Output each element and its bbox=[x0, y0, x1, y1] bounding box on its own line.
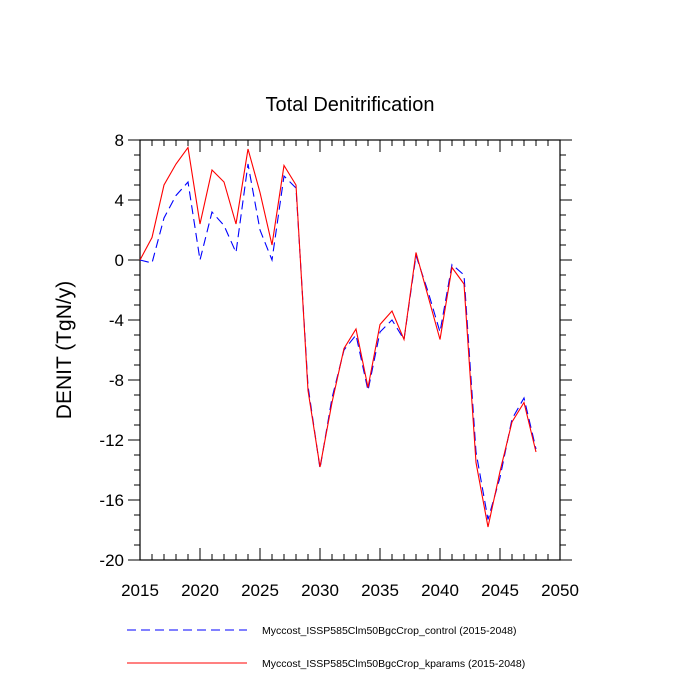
x-tick-label: 2020 bbox=[181, 581, 219, 600]
x-tick-label: 2035 bbox=[361, 581, 399, 600]
y-tick-label: 8 bbox=[115, 131, 124, 150]
x-tick-label: 2045 bbox=[481, 581, 519, 600]
x-tick-label: 2040 bbox=[421, 581, 459, 600]
y-tick-label: -4 bbox=[109, 311, 124, 330]
series-group bbox=[139, 146, 537, 528]
axes-group: 2015 2020 2025 2030 2035 2040 2045 2050 8 4 0 -4 -8 -… bbox=[99, 131, 578, 600]
y-tick-label: -12 bbox=[99, 431, 124, 450]
series-line-1 bbox=[139, 163, 537, 520]
y-tick-label: 4 bbox=[115, 191, 124, 210]
legend: Myccost_ISSP585Clm50BgcCrop_control (201… bbox=[127, 625, 525, 670]
x-tick-label: 2050 bbox=[541, 581, 579, 600]
x-tick-label: 2025 bbox=[241, 581, 279, 600]
y-tick-label: -20 bbox=[99, 551, 124, 570]
y-tick-label: -16 bbox=[99, 491, 124, 510]
y-axis-label: DENIT (TgN/y) bbox=[53, 281, 76, 419]
x-tick-label: 2015 bbox=[121, 581, 159, 600]
legend-label-2: Myccost_ISSP585Clm50BgcCrop_kparams (201… bbox=[262, 658, 525, 670]
y-tick-label: -8 bbox=[109, 371, 124, 390]
legend-label-1: Myccost_ISSP585Clm50BgcCrop_control (201… bbox=[262, 625, 516, 637]
y-tick-label: 0 bbox=[115, 251, 124, 270]
x-tick-label: 2030 bbox=[301, 581, 339, 600]
plot-frame bbox=[139, 139, 561, 561]
series-line-2 bbox=[139, 146, 537, 528]
chart-title: Total Denitrification bbox=[266, 94, 435, 116]
